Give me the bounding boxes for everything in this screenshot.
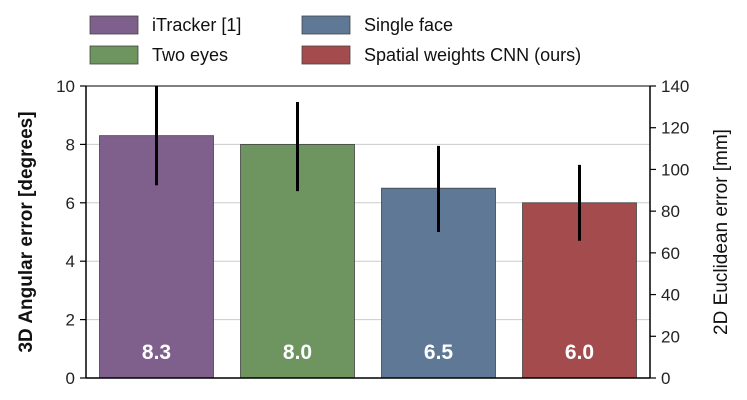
y2-tick-label: 80 [661,202,680,221]
error-bars [155,86,581,241]
legend: iTracker [1] Two eyes Single face Spatial w… [89,15,581,65]
y-right-ticks: 0 20 40 60 80 100 120 140 [650,77,689,388]
y-tick-label: 2 [66,311,75,330]
legend-swatch [89,45,139,65]
value-label: 8.3 [142,341,171,364]
y-left-ticks: 0 2 4 6 8 10 [56,77,86,388]
legend-swatch [301,45,351,65]
y2-tick-label: 140 [661,77,689,96]
legend-label: iTracker [1] [152,15,241,35]
value-label: 6.0 [565,341,594,364]
y-tick-label: 10 [56,77,75,96]
legend-swatch [301,15,351,35]
y2-tick-label: 120 [661,119,689,138]
y-tick-label: 8 [66,135,75,154]
y-tick-label: 6 [66,194,75,213]
bars [99,135,637,379]
value-labels: 8.3 8.0 6.5 6.0 [142,341,594,364]
axes [85,85,651,379]
y2-tick-label: 60 [661,244,680,263]
y2-tick-label: 0 [661,369,670,388]
legend-label: Spatial weights CNN (ours) [364,45,581,65]
y2-tick-label: 100 [661,160,689,179]
y2-tick-label: 20 [661,327,680,346]
y2-axis-title: 2D Euclidean error [mm] [711,129,732,335]
y-tick-label: 0 [66,369,75,388]
y-tick-label: 4 [66,252,75,271]
legend-label: Single face [364,15,453,35]
y2-tick-label: 40 [661,286,680,305]
legend-label: Two eyes [152,45,228,65]
value-label: 6.5 [424,341,454,364]
legend-swatch [89,15,139,35]
y-axis-title: 3D Angular error [degrees] [16,111,37,352]
value-label: 8.0 [283,341,312,364]
